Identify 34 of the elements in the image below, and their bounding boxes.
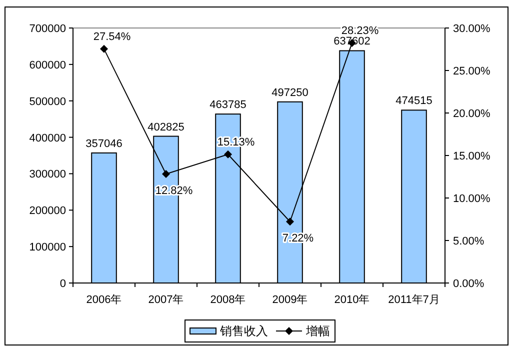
y2-tick-label: 10.00% — [453, 193, 491, 205]
point — [224, 150, 232, 158]
x-tick-label: 2010年 — [334, 294, 370, 306]
data-label: 27.54% — [93, 30, 131, 43]
point — [100, 44, 108, 53]
data-label: 28.23% — [341, 25, 379, 38]
y-tick-label: 500000 — [29, 96, 66, 108]
data-label: 463785 — [210, 99, 246, 112]
x-tick-label: 2011年7月 — [388, 294, 440, 306]
y2-tick-label: 5.00% — [453, 236, 484, 248]
y-tick-label: 400000 — [29, 132, 66, 144]
point — [162, 170, 170, 178]
y2-tick-label: 0.00% — [453, 278, 484, 290]
y-tick-label: 100000 — [29, 242, 66, 254]
y2-tick-label: 30.00% — [453, 23, 491, 35]
y-tick-label: 700000 — [29, 23, 66, 35]
y2-tick-label: 20.00% — [453, 108, 491, 120]
data-label: 357046 — [86, 138, 122, 150]
y-tick-label: 600000 — [29, 59, 66, 72]
legend-label: 销售收入 — [219, 324, 268, 338]
y-tick-label: 300000 — [29, 168, 66, 181]
x-tick-label: 2009年 — [272, 294, 308, 306]
data-label: 497250 — [272, 86, 308, 99]
y2-tick-label: 25.00% — [453, 66, 491, 78]
data-label: 474515 — [396, 95, 432, 108]
y-tick-label: 200000 — [29, 205, 66, 218]
x-tick-label: 2006年 — [86, 294, 122, 306]
point — [286, 218, 294, 226]
x-tick-label: 2008年 — [210, 294, 246, 306]
y2-tick-label: 15.00% — [453, 150, 491, 162]
data-label: 402825 — [148, 121, 184, 134]
legend-label: 增幅 — [305, 324, 330, 338]
x-tick-label: 2007年 — [148, 294, 184, 306]
y-tick-label: 0 — [60, 278, 66, 290]
